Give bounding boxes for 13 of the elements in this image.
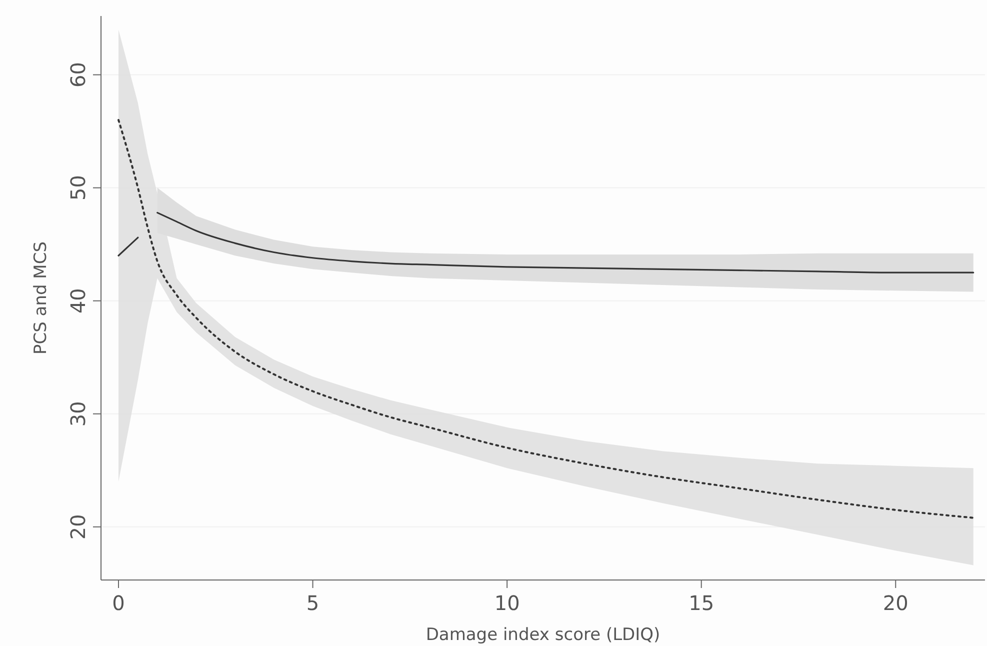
x-tick-label: 10: [494, 591, 520, 615]
x-tick-label: 20: [882, 591, 908, 615]
y-tick-label: 40: [66, 288, 90, 314]
x-tick-label: 15: [688, 591, 714, 615]
x-tick-label: 0: [112, 591, 125, 615]
line-series: [117, 118, 974, 519]
y-tick-label: 20: [66, 514, 90, 540]
y-tick-label: 50: [66, 175, 90, 201]
y-tick-label: 30: [66, 401, 90, 427]
y-axis-title: PCS and MCS: [31, 241, 51, 355]
x-axis-title: Damage index score (LDIQ): [426, 625, 660, 645]
x-tick-label: 5: [306, 591, 320, 615]
y-tick-label: 60: [66, 62, 90, 88]
